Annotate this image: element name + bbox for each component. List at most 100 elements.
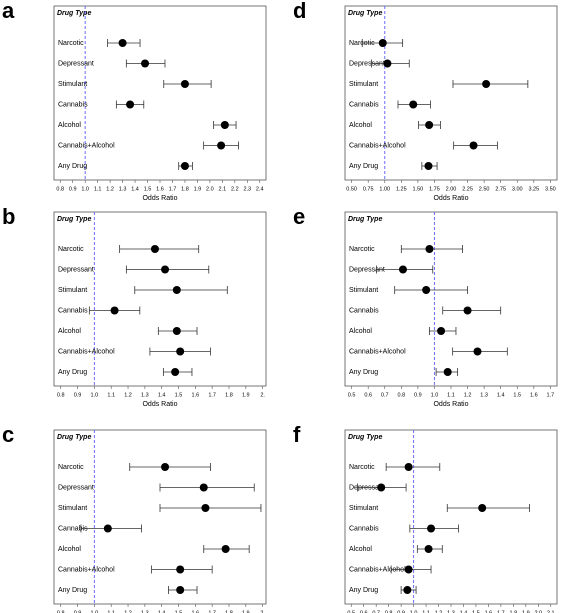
legend-title: Drug Type <box>57 216 91 223</box>
x-tick-label: 1.25 <box>396 186 407 192</box>
panel-label: b <box>2 204 15 229</box>
category-label: Stimulant <box>349 287 378 294</box>
category-label: Cannabis+Alcohol <box>58 348 115 355</box>
x-tick-label: 1.8 <box>225 392 233 398</box>
plot-frame <box>53 5 267 181</box>
category-label: Cannabis <box>58 101 88 108</box>
x-axis-label: Odds Ratio <box>433 401 468 408</box>
category-label: Cannabis+Alcohol <box>349 142 406 149</box>
category-label: Stimulant <box>58 287 87 294</box>
x-tick-label: 1.6 <box>485 610 493 613</box>
point-estimate <box>201 504 210 512</box>
category-label: Alcohol <box>349 122 372 129</box>
x-tick-label: 1.9 <box>242 610 250 613</box>
x-tick-label: 0.9 <box>414 392 422 398</box>
category-label: Narcotic <box>58 246 84 253</box>
panel-label: c <box>2 422 14 447</box>
point-estimate <box>463 306 472 315</box>
category-label: Narcotic <box>58 40 84 47</box>
panel-label: a <box>2 0 15 23</box>
x-tick-label: 2.50 <box>479 186 490 192</box>
x-tick-label: 1.4 <box>497 392 505 398</box>
category-label: Depressant <box>58 484 94 491</box>
x-tick-label: 1.7 <box>208 392 216 398</box>
category-label: Stimulant <box>349 81 378 88</box>
point-estimate <box>150 245 159 253</box>
category-label: Any Drug <box>58 369 87 376</box>
plot-frame <box>53 211 267 387</box>
x-tick-label: 0.9 <box>397 610 405 613</box>
plot-frame <box>344 429 558 605</box>
category-label: Alcohol <box>58 122 81 129</box>
x-tick-label: 1.7 <box>169 186 177 192</box>
category-label: Any Drug <box>349 163 378 170</box>
point-estimate <box>404 463 413 471</box>
x-tick-label: 1.4 <box>158 610 166 613</box>
category-label: Cannabis <box>58 525 88 532</box>
x-tick-label: 0.9 <box>69 186 77 192</box>
x-tick-label: 1.2 <box>464 392 472 398</box>
category-label: Cannabis+Alcohol <box>349 566 406 573</box>
x-tick-label: 1.5 <box>472 610 480 613</box>
point-estimate <box>126 100 135 109</box>
point-estimate <box>180 162 189 170</box>
x-tick-label: 1.75 <box>429 186 440 192</box>
x-tick-label: 2.1 <box>219 186 227 192</box>
x-tick-label: 0.75 <box>363 186 374 192</box>
category-label: Any Drug <box>58 587 87 594</box>
category-label: Stimulant <box>58 81 87 88</box>
x-tick-label: 1.9 <box>242 392 250 398</box>
x-tick-label: 0.8 <box>397 392 405 398</box>
x-tick-label: 1.2 <box>435 610 443 613</box>
plot-frame <box>344 211 558 387</box>
x-tick-label: 1.4 <box>460 610 468 613</box>
point-estimate <box>437 327 446 335</box>
x-tick-label: 1.3 <box>141 610 149 613</box>
x-axis-label: Odds Ratio <box>142 195 177 202</box>
category-label: Stimulant <box>349 505 378 512</box>
x-tick-label: 1.6 <box>530 392 538 398</box>
x-tick-label: 1.7 <box>497 610 505 613</box>
x-tick-label: 1.7 <box>547 392 555 398</box>
point-estimate <box>176 347 185 356</box>
point-estimate <box>404 565 413 574</box>
category-label: Alcohol <box>349 546 372 553</box>
x-tick-label: 1.5 <box>513 392 521 398</box>
x-tick-label: 1.0 <box>410 610 418 613</box>
x-tick-label: 2. <box>260 392 265 398</box>
point-estimate <box>161 265 170 274</box>
point-estimate <box>172 286 181 294</box>
x-tick-label: 2.25 <box>462 186 473 192</box>
legend-title: Drug Type <box>348 10 382 17</box>
legend-title: Drug Type <box>348 434 382 441</box>
category-label: Depressant <box>58 266 94 273</box>
point-estimate <box>398 265 407 274</box>
x-tick-label: 1.1 <box>422 610 430 613</box>
x-tick-label: 2.2 <box>231 186 239 192</box>
point-estimate <box>161 463 170 471</box>
category-label: Cannabis <box>349 101 379 108</box>
x-tick-label: 1.6 <box>192 392 200 398</box>
x-tick-label: 0.6 <box>360 610 368 613</box>
category-label: Cannabis <box>349 307 379 314</box>
point-estimate <box>482 80 491 88</box>
x-tick-label: 1.8 <box>225 610 233 613</box>
category-label: Alcohol <box>58 546 81 553</box>
point-estimate <box>118 39 127 47</box>
category-label: Narcotic <box>58 464 84 471</box>
x-tick-label: 1.8 <box>181 186 189 192</box>
x-tick-label: 2. <box>260 610 265 613</box>
x-tick-label: 1.2 <box>124 392 132 398</box>
x-tick-label: 2.3 <box>243 186 251 192</box>
category-label: Alcohol <box>58 328 81 335</box>
x-tick-label: 1.3 <box>480 392 488 398</box>
point-estimate <box>478 504 487 512</box>
x-tick-label: 0.5 <box>347 610 355 613</box>
category-label: Any Drug <box>349 587 378 594</box>
x-tick-label: 1.1 <box>107 392 115 398</box>
panel-label: d <box>293 0 306 23</box>
category-label: Narcotic <box>349 246 375 253</box>
point-estimate <box>141 59 150 68</box>
x-tick-label: 1.8 <box>510 610 518 613</box>
point-estimate <box>424 162 433 170</box>
